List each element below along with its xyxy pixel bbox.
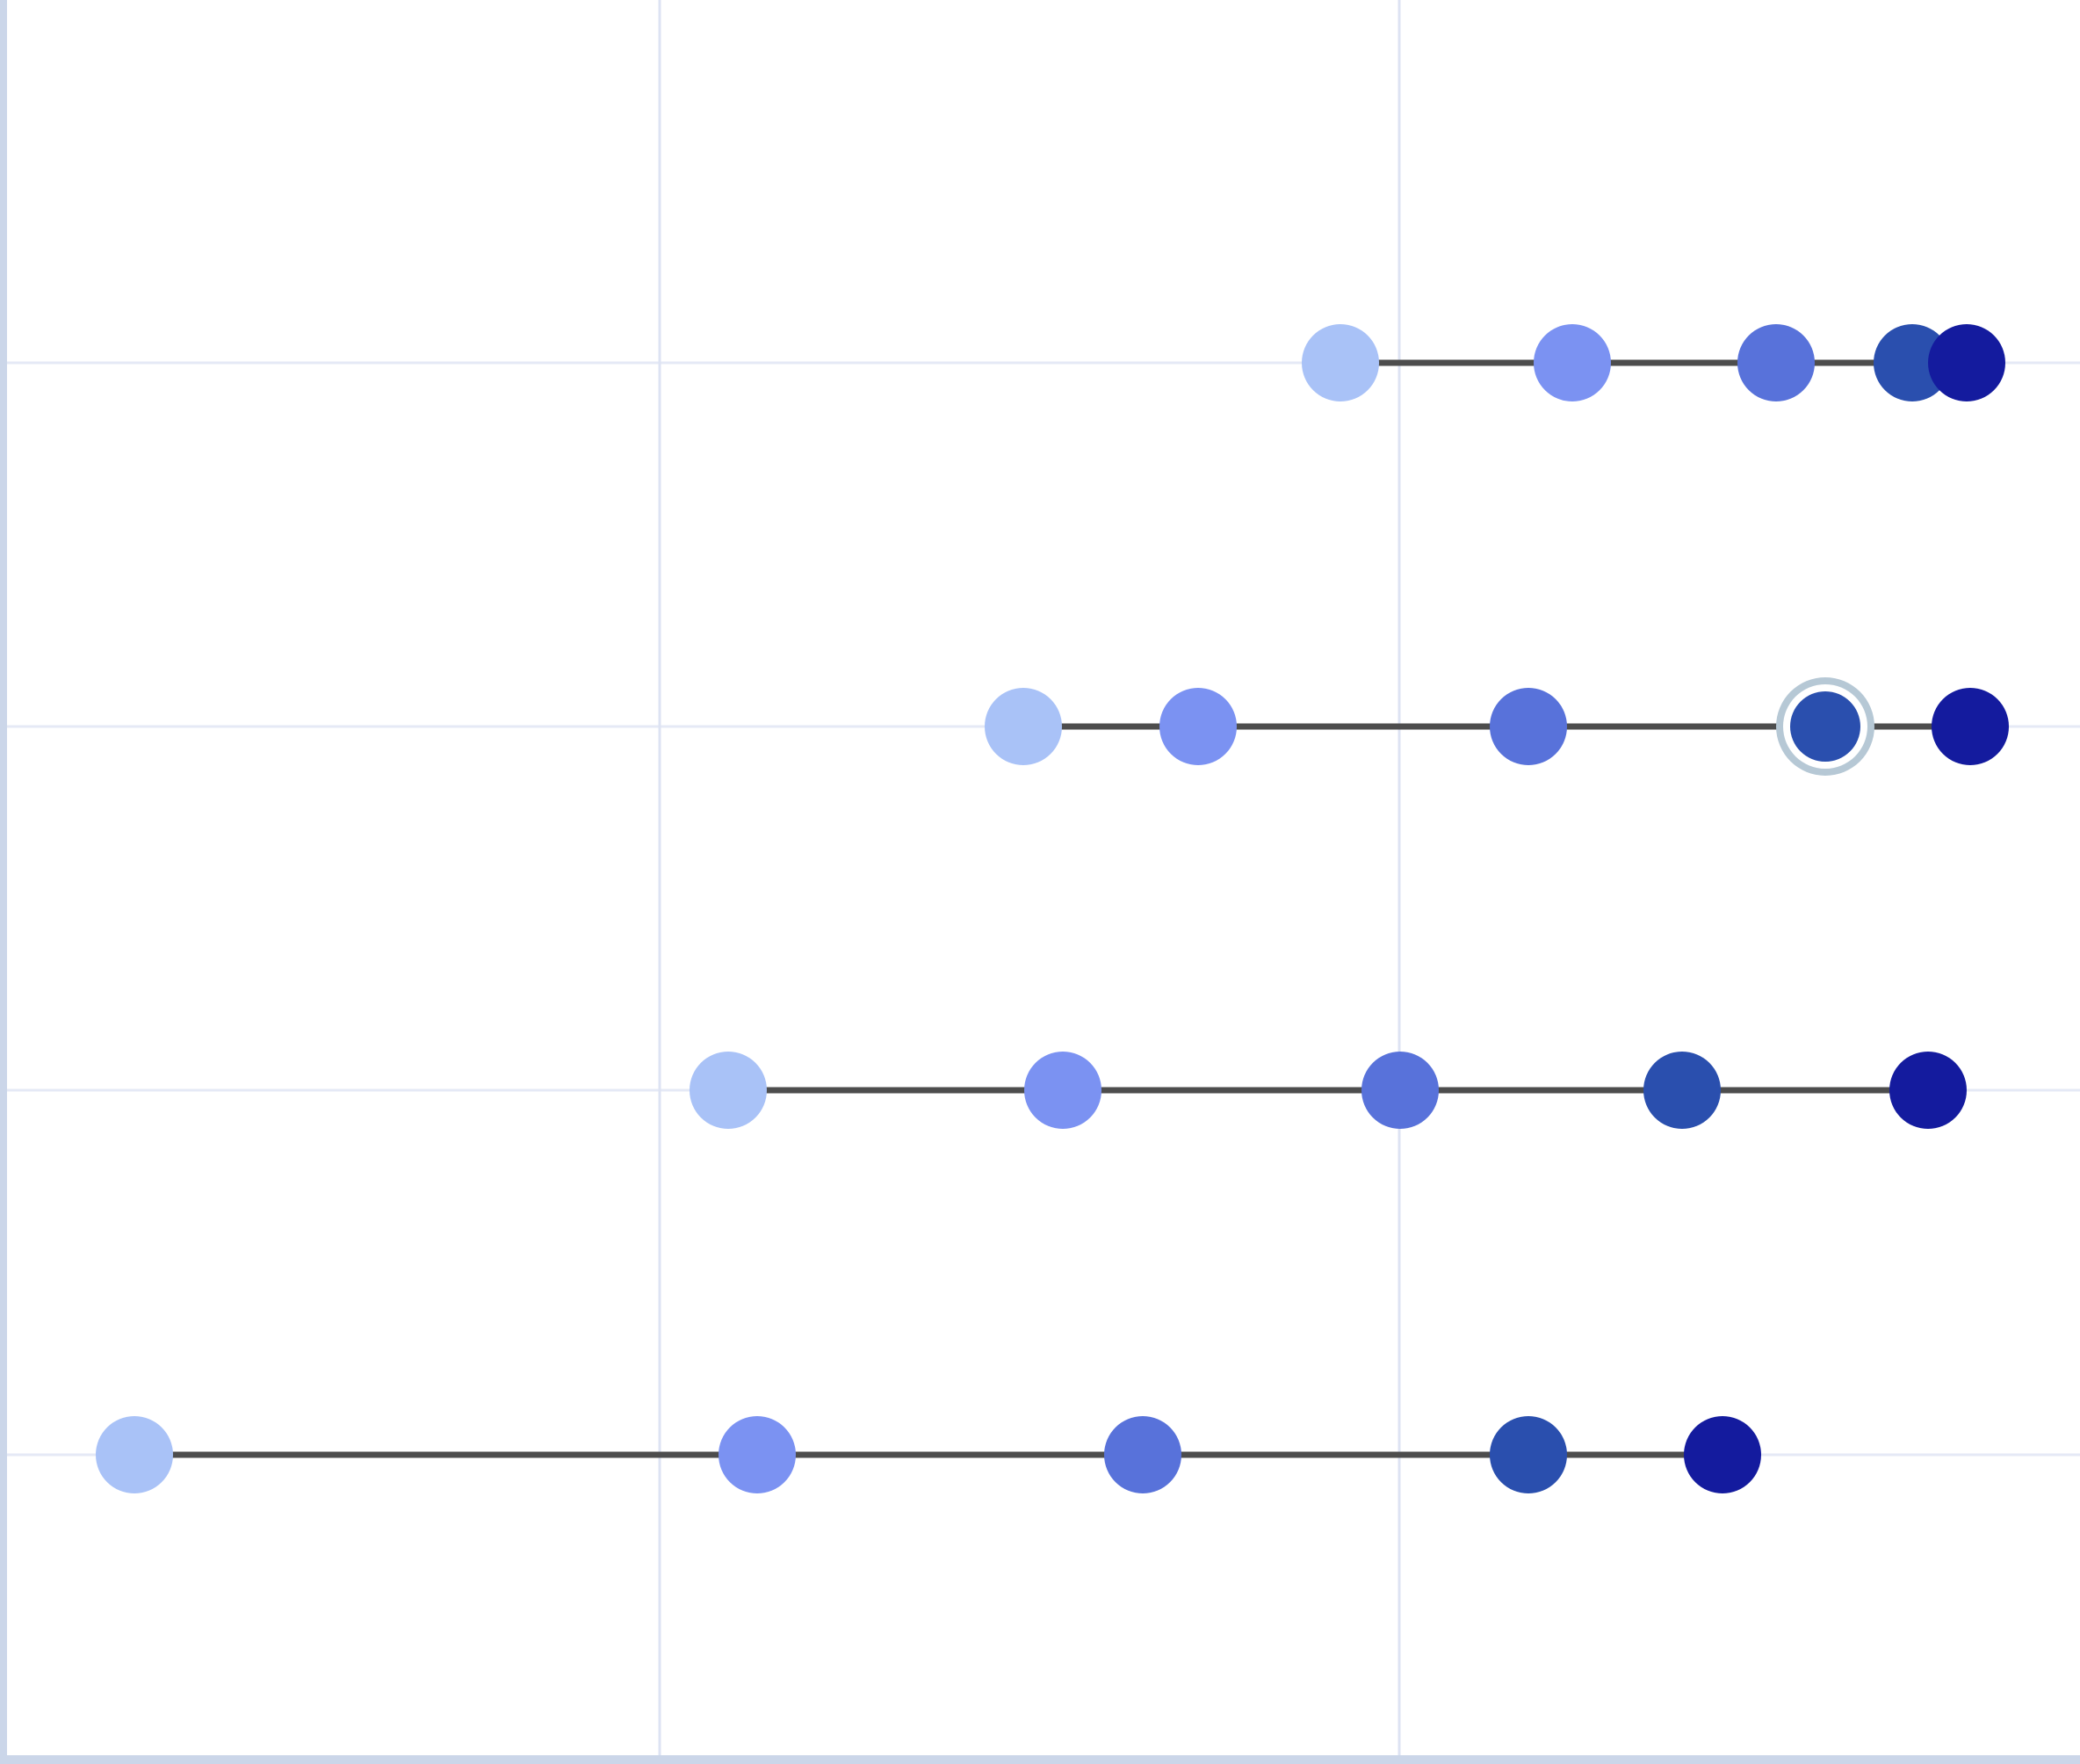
data-point[interactable] xyxy=(1874,324,1951,401)
left-axis-border xyxy=(0,0,7,1764)
data-point[interactable] xyxy=(1490,688,1567,765)
data-point[interactable] xyxy=(1361,1052,1439,1129)
data-point[interactable] xyxy=(1928,324,2005,401)
data-point[interactable] xyxy=(1534,324,1611,401)
data-point[interactable] xyxy=(1889,1052,1967,1129)
data-point[interactable] xyxy=(1024,1052,1101,1129)
data-point[interactable] xyxy=(1643,1052,1721,1129)
data-point[interactable] xyxy=(1104,1416,1181,1493)
data-point[interactable] xyxy=(1684,1416,1761,1493)
data-point[interactable] xyxy=(690,1052,767,1129)
data-point[interactable] xyxy=(1159,688,1237,765)
data-point[interactable] xyxy=(1302,324,1379,401)
data-point[interactable] xyxy=(96,1416,173,1493)
data-point[interactable] xyxy=(1490,1416,1567,1493)
data-point-highlighted[interactable] xyxy=(1776,677,1874,776)
data-point[interactable] xyxy=(1790,691,1860,762)
data-point[interactable] xyxy=(1737,324,1815,401)
data-point[interactable] xyxy=(1932,688,2009,765)
data-point[interactable] xyxy=(719,1416,796,1493)
data-point[interactable] xyxy=(985,688,1062,765)
bottom-axis-border xyxy=(0,1755,2080,1764)
